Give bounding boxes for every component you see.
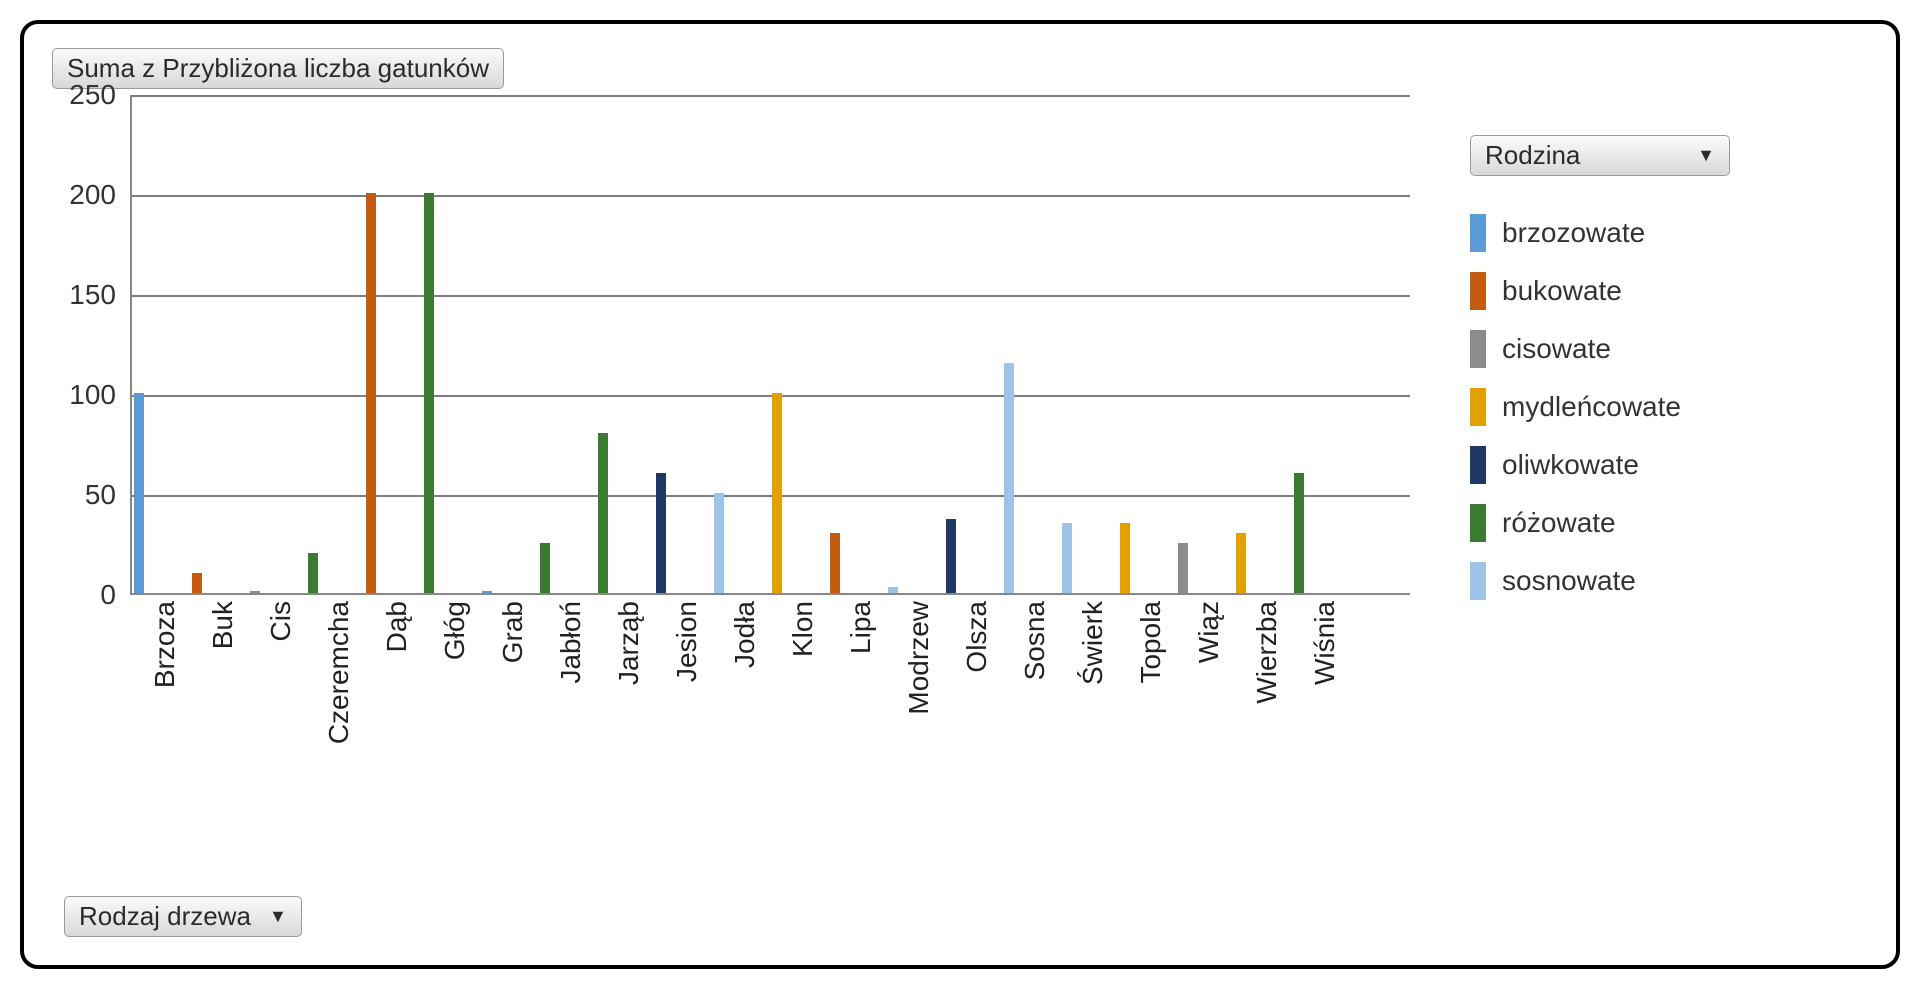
dropdown-caret-icon: ▼ xyxy=(269,906,287,927)
legend-swatch xyxy=(1470,446,1486,484)
y-tick-label: 200 xyxy=(69,179,116,211)
x-tick-label: Cis xyxy=(265,601,297,641)
grid-line xyxy=(132,395,1410,397)
chart-wrap: 050100150200250 BrzozaBukCisCzeremchaDąb… xyxy=(52,95,1410,825)
legend-label: mydleńcowate xyxy=(1502,391,1681,423)
bar xyxy=(1120,523,1130,593)
legend-item: sosnowate xyxy=(1470,562,1730,600)
chart-row: 050100150200250 BrzozaBukCisCzeremchaDąb… xyxy=(52,95,1868,825)
bar xyxy=(1178,543,1188,593)
legend-swatch xyxy=(1470,214,1486,252)
x-tick-label: Jodła xyxy=(729,601,761,668)
x-axis-labels: Brzoza Buk Cis Czeremcha Dąb Głóg Grab Jabłoń Ja… xyxy=(130,595,1410,825)
x-tick-label: Sosna xyxy=(1019,601,1051,680)
chart-panel: Suma z Przybliżona liczba gatunków 0 50 10… xyxy=(20,20,1900,969)
x-tick-label: Świerk xyxy=(1077,601,1109,685)
legend-swatch xyxy=(1470,272,1486,310)
bar xyxy=(250,591,260,593)
bar xyxy=(830,533,840,593)
x-tick-label: Wiąz xyxy=(1193,601,1225,663)
x-tick-label: Grab xyxy=(497,601,529,663)
x-tick-label: Olsza xyxy=(961,601,993,673)
bar xyxy=(598,433,608,593)
grid-line xyxy=(132,495,1410,497)
bar xyxy=(1004,363,1014,593)
value-field-button[interactable]: Suma z Przybliżona liczba gatunków xyxy=(52,48,504,89)
legend-field-button[interactable]: Rodzina ▼ xyxy=(1470,135,1730,176)
x-tick-label: Brzoza xyxy=(149,601,181,688)
bar xyxy=(540,543,550,593)
legend-item: różowate xyxy=(1470,504,1730,542)
legend-item: mydleńcowate xyxy=(1470,388,1730,426)
legend-label: oliwkowate xyxy=(1502,449,1639,481)
bar xyxy=(946,519,956,593)
bar xyxy=(1062,523,1072,593)
x-tick-label: Czeremcha xyxy=(323,601,355,744)
grid-line xyxy=(132,95,1410,97)
x-tick-label: Wierzba xyxy=(1251,601,1283,704)
value-field-label: Suma z Przybliżona liczba gatunków xyxy=(67,53,489,84)
x-tick-label: Jarząb xyxy=(613,601,645,685)
x-tick-label: Lipa xyxy=(845,601,877,654)
grid-line xyxy=(132,295,1410,297)
legend-field-label: Rodzina xyxy=(1485,140,1580,171)
bar xyxy=(1236,533,1246,593)
bar xyxy=(134,393,144,593)
legend-item: oliwkowate xyxy=(1470,446,1730,484)
legend-swatch xyxy=(1470,504,1486,542)
x-tick-label: Jabłoń xyxy=(555,601,587,684)
bar xyxy=(888,587,898,593)
legend-label: cisowate xyxy=(1502,333,1611,365)
x-tick-label: Klon xyxy=(787,601,819,657)
bar xyxy=(192,573,202,593)
bar xyxy=(366,193,376,593)
y-tick-label: 250 xyxy=(69,79,116,111)
grid-line xyxy=(132,195,1410,197)
bar xyxy=(772,393,782,593)
y-axis: 050100150200250 xyxy=(52,95,124,595)
bar xyxy=(308,553,318,593)
y-tick-label: 0 xyxy=(100,579,116,611)
legend: Rodzina ▼ brzozowate bukowate cisowate mydl… xyxy=(1470,135,1730,620)
plot-area xyxy=(130,95,1410,595)
legend-label: różowate xyxy=(1502,507,1616,539)
bar xyxy=(482,591,492,593)
x-tick-label: Głóg xyxy=(439,601,471,660)
legend-label: sosnowate xyxy=(1502,565,1636,597)
legend-item: cisowate xyxy=(1470,330,1730,368)
legend-swatch xyxy=(1470,330,1486,368)
row-field-button[interactable]: Rodzaj drzewa ▼ xyxy=(64,896,302,937)
x-tick-label: Dąb xyxy=(381,601,413,652)
bar xyxy=(424,193,434,593)
x-tick-label: Modrzew xyxy=(903,601,935,715)
legend-swatch xyxy=(1470,388,1486,426)
legend-label: bukowate xyxy=(1502,275,1622,307)
legend-swatch xyxy=(1470,562,1486,600)
x-tick-label: Wiśnia xyxy=(1309,601,1341,685)
legend-item: bukowate xyxy=(1470,272,1730,310)
y-tick-label: 100 xyxy=(69,379,116,411)
bar xyxy=(1294,473,1304,593)
legend-items: brzozowate bukowate cisowate mydleńcowate ol… xyxy=(1470,214,1730,600)
dropdown-caret-icon: ▼ xyxy=(1697,145,1715,166)
legend-label: brzozowate xyxy=(1502,217,1645,249)
x-tick-label: Jesion xyxy=(671,601,703,682)
legend-item: brzozowate xyxy=(1470,214,1730,252)
x-tick-label: Topola xyxy=(1135,601,1167,684)
bar xyxy=(656,473,666,593)
row-field-label: Rodzaj drzewa xyxy=(79,901,251,932)
bar xyxy=(714,493,724,593)
y-tick-label: 50 xyxy=(85,479,116,511)
x-tick-label: Buk xyxy=(207,601,239,649)
y-tick-label: 150 xyxy=(69,279,116,311)
